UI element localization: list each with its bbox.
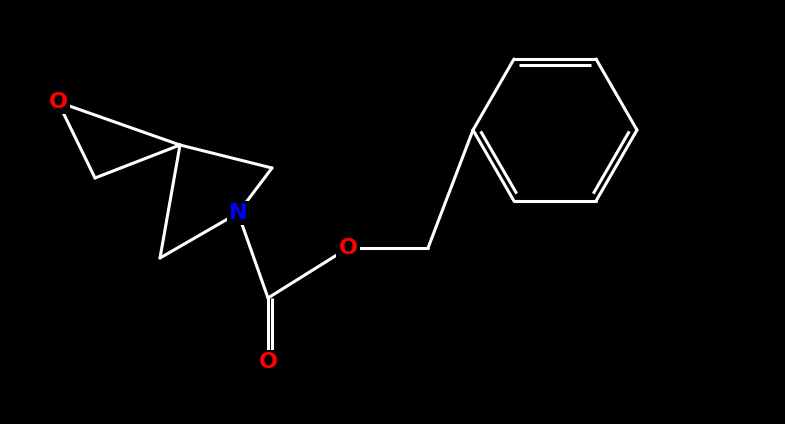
Text: O: O xyxy=(258,352,278,372)
Text: N: N xyxy=(228,203,247,223)
Text: O: O xyxy=(338,238,357,258)
Text: O: O xyxy=(49,92,68,112)
